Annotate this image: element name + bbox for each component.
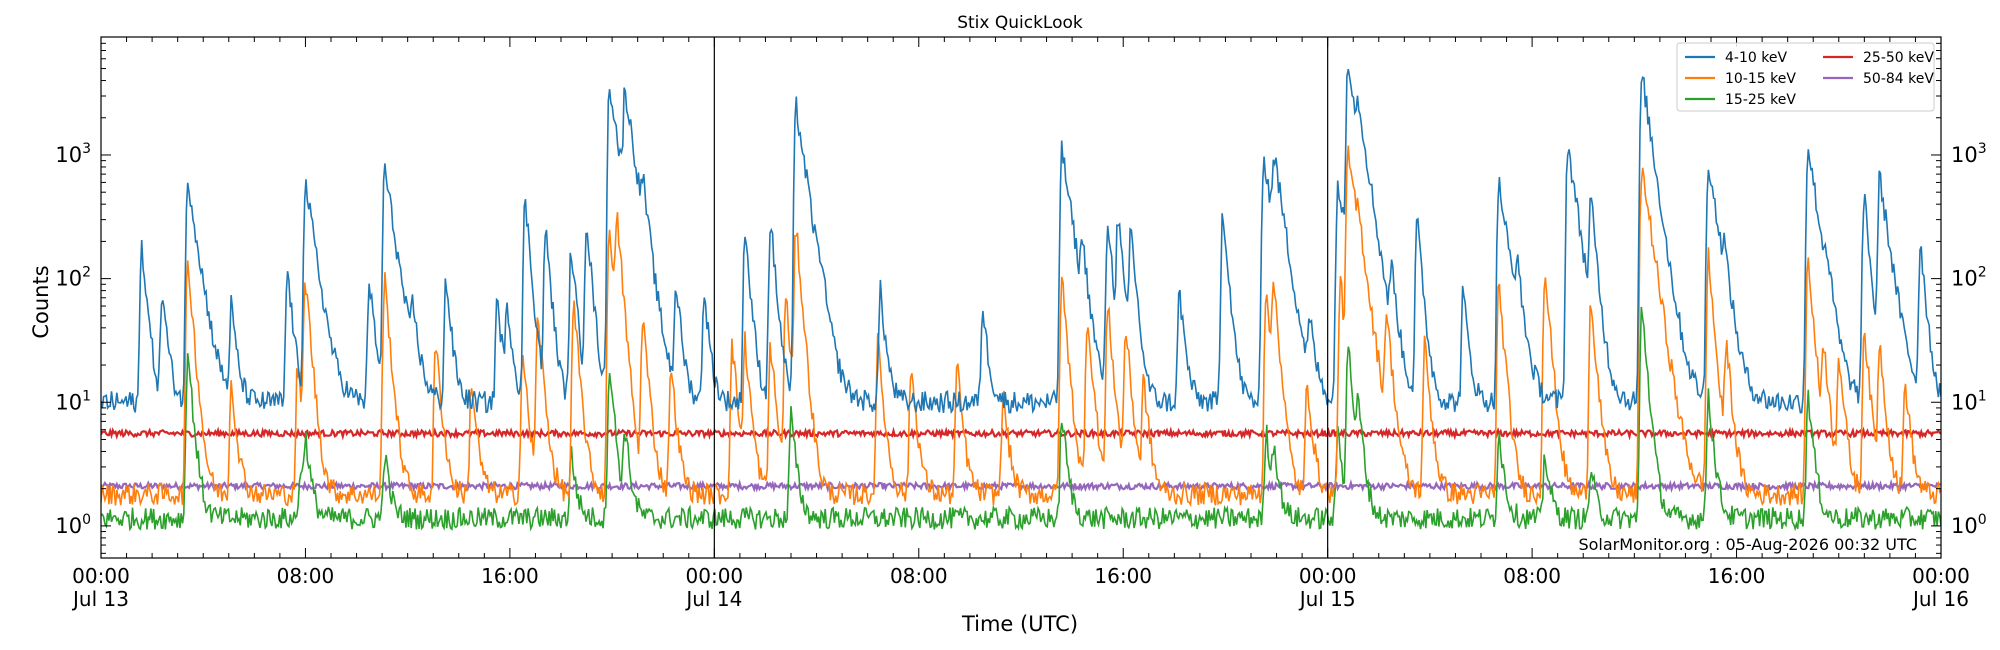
legend-label: 50-84 keV [1863, 71, 1934, 87]
y-tick-label: 102 [55, 265, 91, 291]
source-annotation: SolarMonitor.org : 05-Aug-2026 00:32 UTC [1578, 535, 1917, 554]
y-tick-label: 103 [55, 141, 91, 167]
series-layer [101, 68, 1941, 532]
x-tick-label: 00:00 [72, 564, 130, 588]
x-tick-label: 00:00 [1912, 564, 1970, 588]
series-line-10-15-kev [101, 145, 1941, 508]
x-tick-label: 08:00 [890, 564, 948, 588]
legend-label: 15-25 keV [1725, 92, 1796, 108]
x-tick-label: 16:00 [1708, 564, 1766, 588]
chart-title: Stix QuickLook [957, 13, 1083, 33]
x-tick-label: 16:00 [1094, 564, 1152, 588]
y-tick-label: 101 [55, 388, 91, 414]
x-tick-date-label: Jul 13 [71, 587, 129, 611]
y-tick-label: 101 [1951, 388, 1987, 414]
y-tick-label: 103 [1951, 141, 1987, 167]
x-tick-date-label: Jul 15 [1298, 587, 1356, 611]
x-tick-label: 08:00 [277, 564, 335, 588]
axes-layer [100, 36, 1942, 559]
plot-frame [100, 36, 1942, 559]
x-tick-label: 00:00 [686, 564, 744, 588]
x-tick-date-label: Jul 16 [1911, 587, 1969, 611]
legend-label: 10-15 keV [1725, 71, 1796, 87]
y-tick-label: 102 [1951, 265, 1987, 291]
y-tick-label: 100 [1951, 512, 1987, 538]
legend-label: 25-50 keV [1863, 50, 1934, 66]
legend-label: 4-10 keV [1725, 50, 1787, 66]
x-tick-date-label: Jul 14 [684, 587, 742, 611]
x-axis-label: Time (UTC) [961, 612, 1078, 636]
x-tick-label: 00:00 [1299, 564, 1357, 588]
legend: 4-10 keV 10-15 keV 15-25 keV 25-50 keV 50-84… [1676, 42, 1935, 112]
y-axis-label: Counts [29, 265, 53, 338]
legend-box [1676, 42, 1935, 112]
series-line-4-10-kev [101, 68, 1941, 415]
x-tick-label: 16:00 [481, 564, 539, 588]
y-tick-label: 100 [55, 512, 91, 538]
x-tick-label: 08:00 [1503, 564, 1561, 588]
series-line-25-50-kev [101, 426, 1941, 441]
series-line-15-25-kev [101, 306, 1941, 532]
